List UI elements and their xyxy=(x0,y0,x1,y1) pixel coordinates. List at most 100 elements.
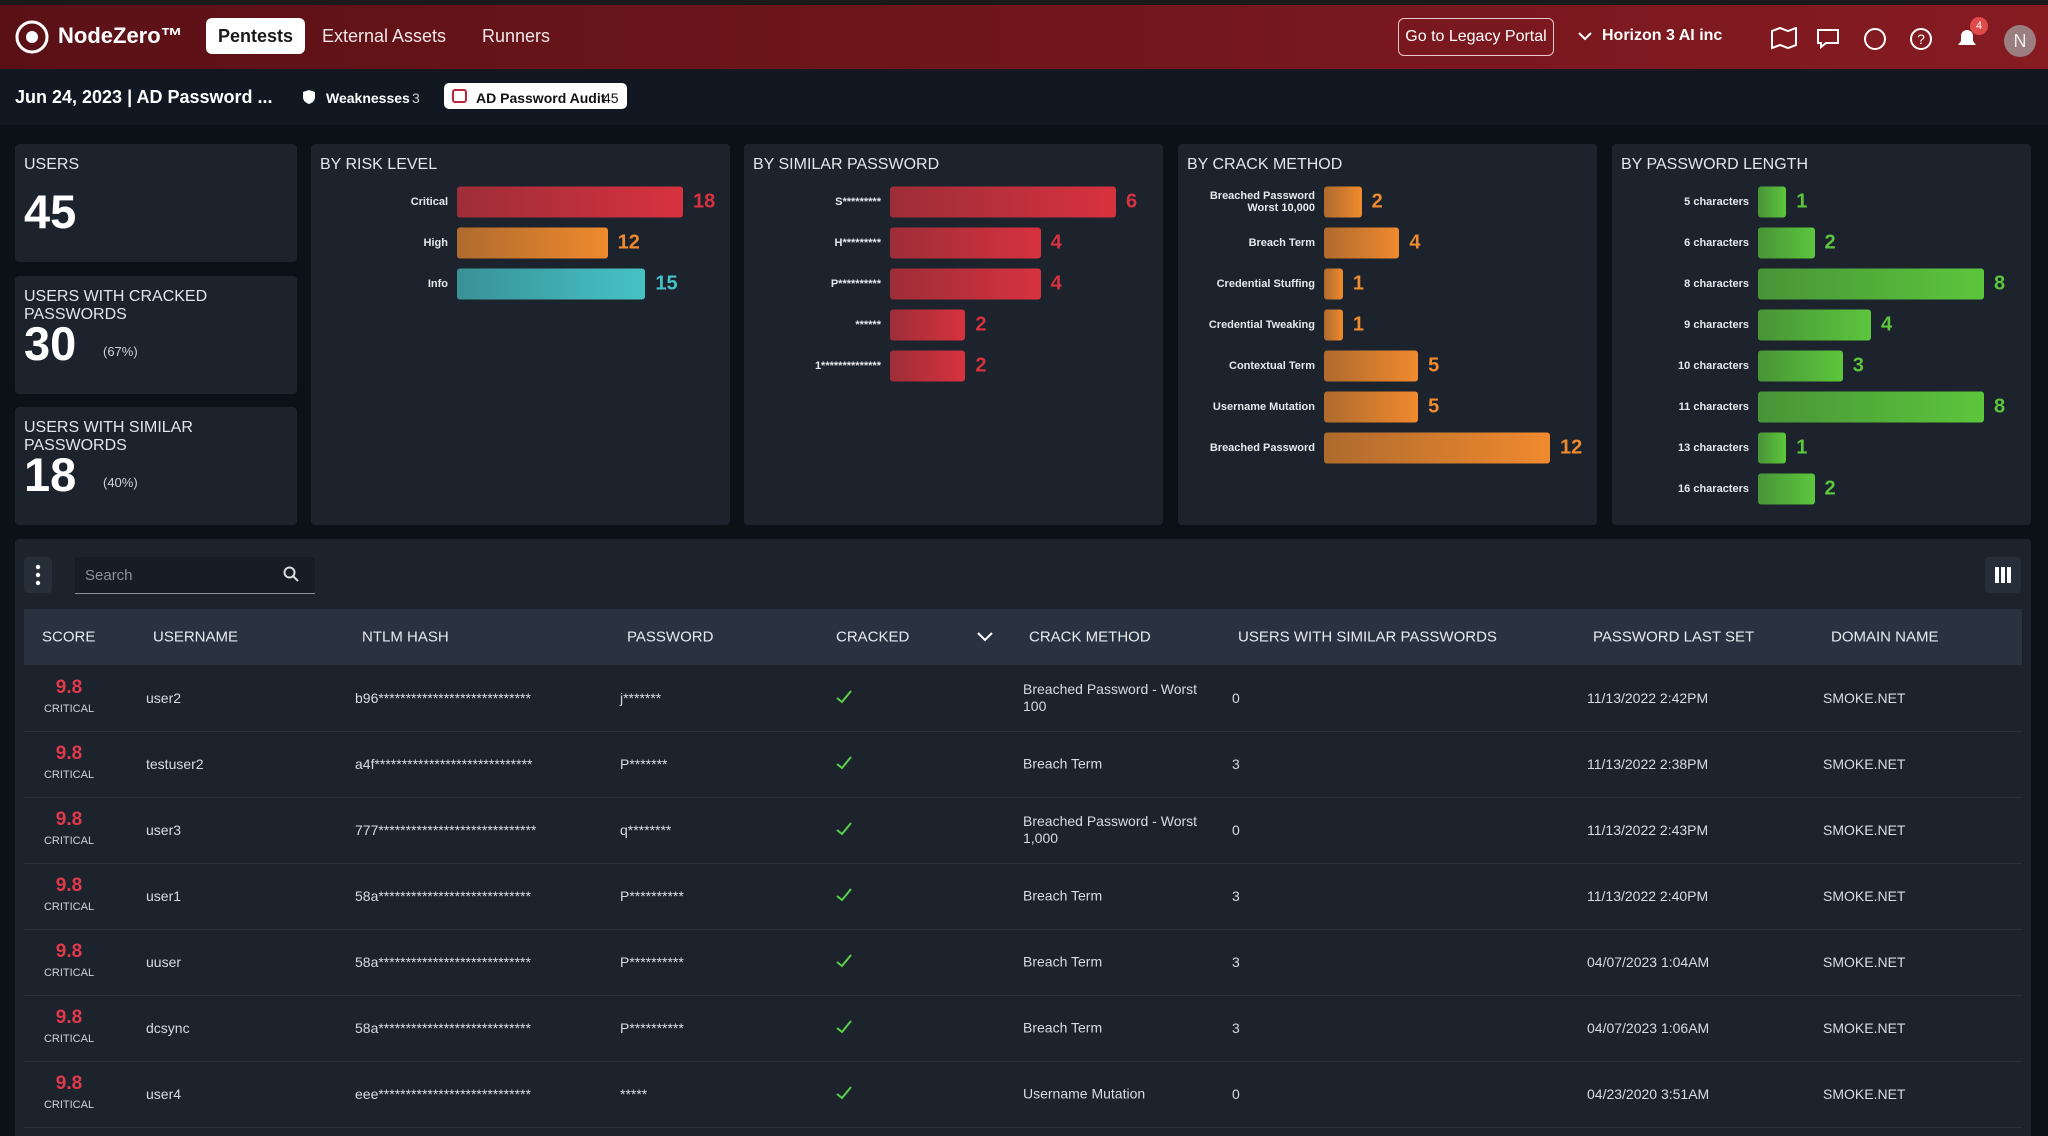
score: 9.8 xyxy=(55,1007,83,1028)
bar xyxy=(1758,268,1984,300)
nav-tab[interactable]: External Assets xyxy=(322,26,447,46)
org-selector[interactable]: Horizon 3 AI inc xyxy=(1602,27,1723,44)
bar-value: 1 xyxy=(1796,436,1808,459)
sort-chevron[interactable] xyxy=(977,631,993,643)
cell-domain: SMOKE.NET xyxy=(1823,822,1906,838)
bar xyxy=(1758,391,1984,423)
bar-label: Breached Password xyxy=(1209,442,1315,454)
bar-value: 2 xyxy=(1824,477,1836,500)
search-icon xyxy=(283,566,299,582)
column-header[interactable]: CRACK METHOD xyxy=(1029,628,1151,646)
chart-panel: BY RISK LEVEL Critical 18 High 12 Info 15 xyxy=(311,144,730,525)
bar xyxy=(890,309,966,341)
legacy-button[interactable]: Go to Legacy Portal xyxy=(1398,18,1554,56)
avatar[interactable]: N xyxy=(2004,25,2036,57)
cell-password: P********** xyxy=(620,888,684,904)
bar-label: 9 characters xyxy=(1684,319,1749,331)
menu-button[interactable] xyxy=(24,557,52,593)
severity: CRITICAL xyxy=(43,967,95,979)
bar-label: Breached Password Worst 10,000 xyxy=(1209,190,1315,214)
bar-label: 6 characters xyxy=(1684,237,1749,249)
cracked-check xyxy=(836,690,852,704)
column-header[interactable]: USERS WITH SIMILAR PASSWORDS xyxy=(1238,628,1497,646)
bar xyxy=(890,268,1041,300)
cell-password: P******* xyxy=(620,756,668,772)
cracked-check xyxy=(836,888,852,902)
bar-label: 10 characters xyxy=(1678,360,1749,372)
cell-hash: 58a**************************** xyxy=(355,888,531,904)
score: 9.8 xyxy=(55,1073,83,1094)
cell-password: ***** xyxy=(620,1086,648,1102)
cell-username: user3 xyxy=(146,822,182,838)
columns-button[interactable] xyxy=(1985,557,2021,593)
table-row: 9.8 CRITICAL dcsync 58a********************… xyxy=(24,995,2022,1062)
cell-username: user1 xyxy=(146,888,182,904)
bar-label: Contextual Term xyxy=(1229,360,1315,372)
search-box[interactable]: Search xyxy=(75,557,315,594)
severity: CRITICAL xyxy=(43,835,95,847)
bar-value: 5 xyxy=(1428,395,1440,418)
cell-username: user2 xyxy=(146,690,182,706)
severity: CRITICAL xyxy=(43,703,95,715)
cell-similar: 0 xyxy=(1232,1086,1240,1102)
bar-value: 12 xyxy=(617,231,640,254)
cell-hash: 777***************************** xyxy=(355,822,537,838)
chart-panel: BY PASSWORD LENGTH 5 characters 1 6 charact… xyxy=(1612,144,2031,525)
chevron xyxy=(1578,32,1592,41)
column-header[interactable]: PASSWORD xyxy=(627,628,714,646)
bar-label: Critical xyxy=(410,196,448,208)
bar-label: 8 characters xyxy=(1684,278,1749,290)
column-header[interactable]: SCORE xyxy=(42,628,96,646)
tab-label[interactable]: Weaknesses xyxy=(326,90,410,106)
cell-method: Username Mutation xyxy=(1023,1085,1146,1102)
cell-hash: 58a**************************** xyxy=(355,1020,531,1036)
severity: CRITICAL xyxy=(43,1033,95,1045)
active-tab[interactable] xyxy=(444,83,627,109)
sub-header: Jun 24, 2023 | AD Password ... Weaknesse… xyxy=(0,69,2048,125)
bar-value: 8 xyxy=(1994,395,2006,418)
column-header[interactable]: NTLM HASH xyxy=(362,628,449,646)
bar-label: 13 characters xyxy=(1678,442,1749,454)
search-placeholder: Search xyxy=(85,567,133,584)
bar xyxy=(1758,309,1871,341)
table-row: 9.8 CRITICAL user2 b96*********************… xyxy=(24,665,2022,732)
nav-tab[interactable]: Runners xyxy=(482,26,551,46)
cell-last-set: 04/07/2023 1:04AM xyxy=(1587,954,1710,970)
column-header[interactable]: CRACKED xyxy=(836,628,910,646)
cell-domain: SMOKE.NET xyxy=(1823,756,1906,772)
table-header: SCORE USERNAME NTLM HASH PASSWORD CRACKED CRA… xyxy=(24,609,2022,665)
stat-value: 18 xyxy=(24,448,77,501)
bar-label: Credential Stuffing xyxy=(1216,278,1315,290)
bar xyxy=(890,186,1116,218)
bar-value: 6 xyxy=(1126,190,1138,213)
cell-hash: eee**************************** xyxy=(355,1086,531,1102)
tab-count: 3 xyxy=(412,90,420,106)
bar-label: Info xyxy=(427,278,448,290)
cell-domain: SMOKE.NET xyxy=(1823,954,1906,970)
bar-label: Breach Term xyxy=(1248,237,1315,249)
stat-percent: (40%) xyxy=(103,475,138,490)
cell-password: j******* xyxy=(620,690,662,706)
column-header[interactable]: PASSWORD LAST SET xyxy=(1593,628,1755,646)
bar xyxy=(1758,350,1843,382)
column-header[interactable]: USERNAME xyxy=(153,628,239,646)
cell-username: uuser xyxy=(146,954,182,970)
stat-card: USERS WITH CRACKED PASSWORDS 30 (67%) xyxy=(15,276,297,394)
stat-value: 45 xyxy=(24,185,77,238)
column-header[interactable]: DOMAIN NAME xyxy=(1831,628,1939,646)
cell-last-set: 11/13/2022 2:42PM xyxy=(1587,690,1709,706)
bar-label: 5 characters xyxy=(1684,196,1749,208)
header-icons: ? xyxy=(1771,27,1976,50)
bar-value: 2 xyxy=(1824,231,1836,254)
nav-tab[interactable]: Pentests xyxy=(206,18,306,54)
severity: CRITICAL xyxy=(43,901,95,913)
bar-value: 4 xyxy=(1881,313,1893,336)
bar xyxy=(457,268,646,300)
bar xyxy=(1324,432,1550,464)
bar xyxy=(1324,309,1343,341)
stat-value: 30 xyxy=(24,317,77,370)
score: 9.8 xyxy=(55,941,83,962)
cell-last-set: 11/13/2022 2:38PM xyxy=(1587,756,1709,772)
bar xyxy=(1758,432,1787,464)
bar xyxy=(457,186,683,218)
